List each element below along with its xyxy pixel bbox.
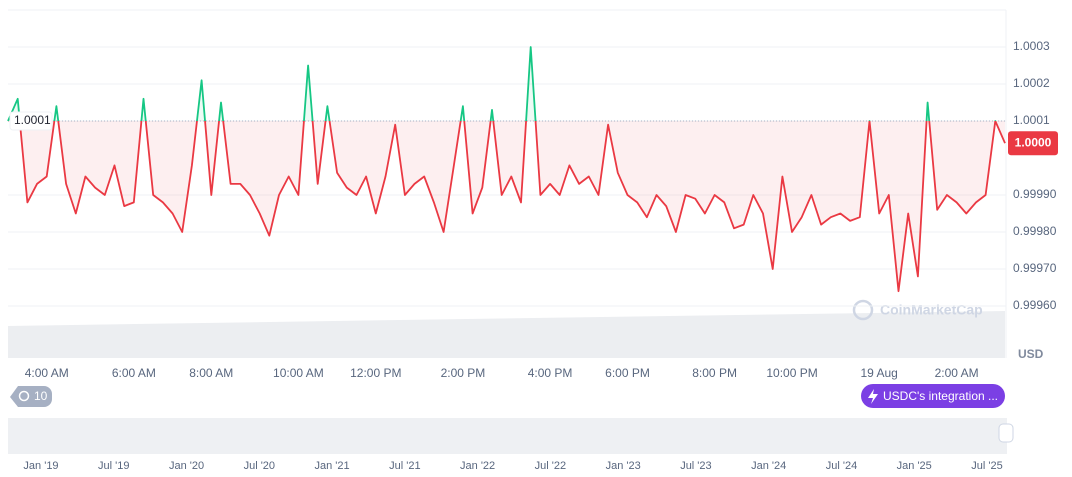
y-tick-label: 0.99990 — [1013, 187, 1057, 201]
navigator-handle[interactable] — [998, 423, 1014, 443]
x-tick-label: 10:00 AM — [273, 366, 324, 380]
x-tick-label: 8:00 PM — [692, 366, 737, 380]
y-tick-label: 1.0002 — [1013, 76, 1050, 90]
x-tick-label: 6:00 PM — [605, 366, 650, 380]
y-unit: USD — [1018, 347, 1044, 361]
navigator-label: Jul '24 — [826, 460, 857, 472]
navigator[interactable] — [8, 418, 1007, 454]
navigator-label: Jul '20 — [244, 460, 275, 472]
price-line — [8, 121, 1006, 293]
y-tick-label: 0.99960 — [1013, 298, 1057, 312]
x-tick-label: 12:00 PM — [350, 366, 401, 380]
x-tick-label: 4:00 PM — [528, 366, 573, 380]
x-tick-label: 4:00 AM — [25, 366, 69, 380]
event-button[interactable]: USDC's integration ... — [861, 384, 1005, 408]
x-tick-label: 6:00 AM — [112, 366, 156, 380]
area-fill — [8, 121, 1005, 292]
navigator-label: Jul '23 — [680, 460, 711, 472]
navigator-label: Jan '19 — [23, 460, 58, 472]
current-price-label: 1.0000 — [1015, 135, 1052, 149]
x-tick-label: 10:00 PM — [766, 366, 817, 380]
reference-label: 1.0001 — [14, 113, 51, 127]
navigator-label: Jul '19 — [98, 460, 129, 472]
x-tick-label: 2:00 PM — [441, 366, 486, 380]
navigator-label: Jan '20 — [169, 460, 204, 472]
history-count: 10 — [34, 389, 48, 403]
current-price-box — [1008, 131, 1058, 156]
reference-label-box — [9, 111, 53, 131]
x-tick-label: 19 Aug — [860, 366, 897, 380]
watermark-text: CoinMarketCap — [880, 302, 983, 318]
history-badge[interactable]: 10 — [10, 386, 52, 407]
x-tick-label: 2:00 AM — [935, 366, 979, 380]
navigator-label: Jul '25 — [971, 460, 1002, 472]
volume-bars — [8, 311, 1005, 358]
y-tick-label: 1.0001 — [1013, 113, 1050, 127]
navigator-label: Jan '22 — [460, 460, 495, 472]
x-tick-label: 8:00 AM — [189, 366, 233, 380]
navigator-label: Jan '25 — [897, 460, 932, 472]
y-tick-label: 0.99980 — [1013, 224, 1057, 238]
y-tick-label: 0.99970 — [1013, 261, 1057, 275]
navigator-label: Jan '21 — [315, 460, 350, 472]
navigator-label: Jan '24 — [751, 460, 786, 472]
navigator-label: Jul '21 — [389, 460, 420, 472]
navigator-label: Jan '23 — [606, 460, 641, 472]
navigator-label: Jul '22 — [535, 460, 566, 472]
y-tick-label: 1.0003 — [1013, 39, 1050, 53]
event-text: USDC's integration ... — [883, 389, 998, 403]
